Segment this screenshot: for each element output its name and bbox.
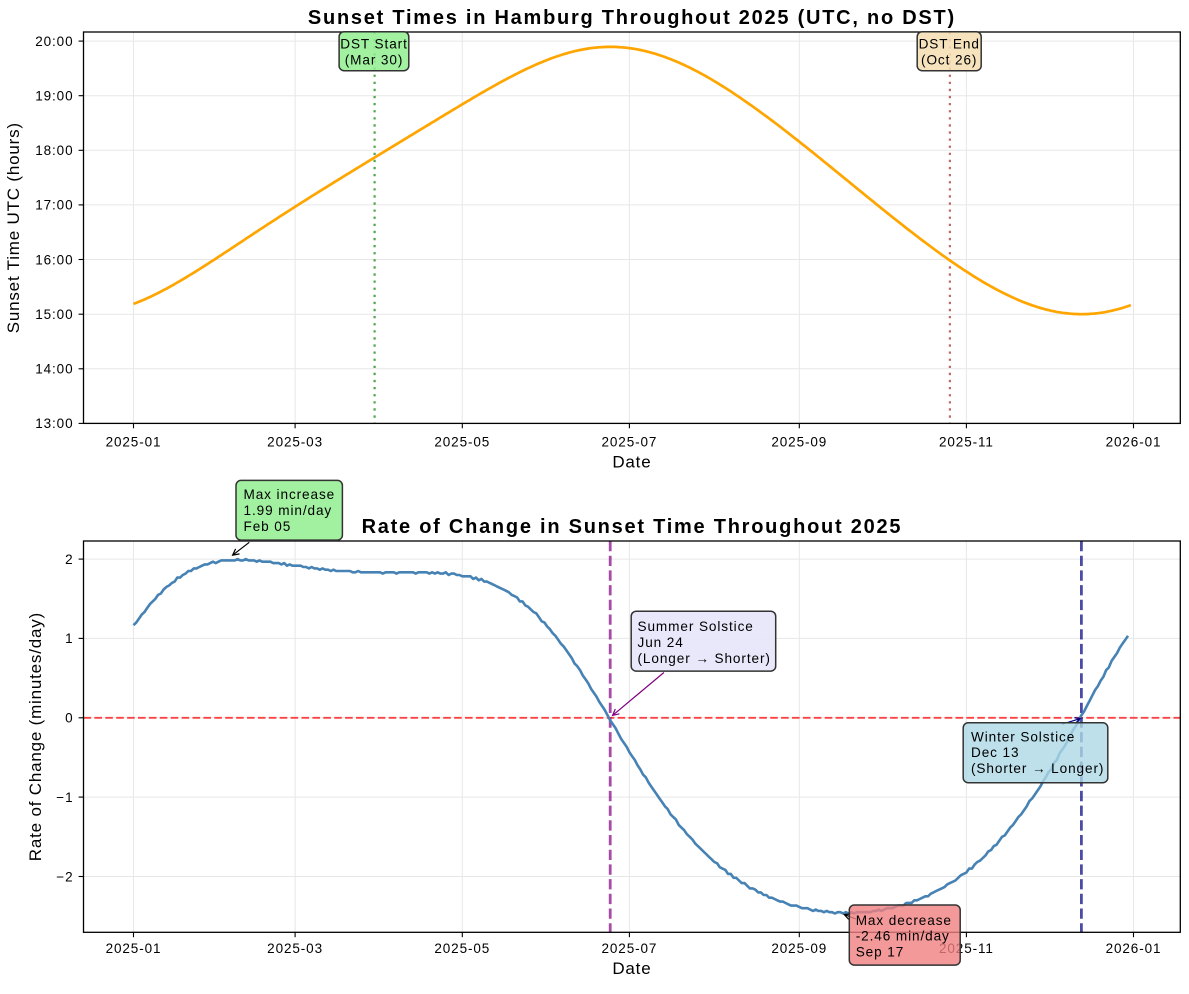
svg-text:2: 2 (65, 552, 73, 567)
svg-text:Sunset Time UTC (hours): Sunset Time UTC (hours) (4, 122, 23, 333)
svg-text:DST End: DST End (919, 36, 980, 51)
svg-text:2025-05: 2025-05 (434, 941, 490, 956)
svg-text:Max increase: Max increase (244, 487, 336, 502)
svg-text:2026-01: 2026-01 (1106, 941, 1162, 956)
svg-text:Rate of Change (minutes/day): Rate of Change (minutes/day) (26, 612, 45, 861)
svg-text:15:00: 15:00 (35, 307, 73, 322)
svg-text:−2: −2 (56, 869, 73, 884)
svg-text:Feb 05: Feb 05 (244, 519, 292, 534)
svg-text:Max decrease: Max decrease (856, 913, 952, 928)
svg-text:(Oct 26): (Oct 26) (921, 52, 977, 67)
svg-text:-2.46 min/day: -2.46 min/day (856, 929, 950, 944)
svg-text:2025-03: 2025-03 (267, 941, 323, 956)
svg-text:(Longer → Shorter): (Longer → Shorter) (638, 651, 771, 666)
svg-text:17:00: 17:00 (35, 198, 73, 213)
svg-text:0: 0 (65, 711, 73, 726)
svg-text:2025-01: 2025-01 (106, 435, 162, 450)
svg-text:2025-01: 2025-01 (106, 941, 162, 956)
svg-text:Jun 24: Jun 24 (638, 635, 684, 650)
svg-text:2025-05: 2025-05 (434, 435, 490, 450)
svg-text:2026-01: 2026-01 (1106, 435, 1162, 450)
svg-text:1: 1 (65, 631, 73, 646)
svg-text:2025-09: 2025-09 (771, 435, 827, 450)
svg-text:16:00: 16:00 (35, 252, 73, 267)
svg-text:2025-07: 2025-07 (601, 941, 657, 956)
svg-text:2025-07: 2025-07 (601, 435, 657, 450)
svg-text:1.99 min/day: 1.99 min/day (244, 503, 333, 518)
svg-text:Dec 13: Dec 13 (971, 745, 1019, 760)
svg-text:Date: Date (612, 959, 651, 978)
svg-text:DST Start: DST Start (340, 36, 408, 51)
svg-text:Sunset Times in Hamburg Throug: Sunset Times in Hamburg Throughout 2025 … (308, 7, 956, 29)
svg-text:Rate of Change in Sunset Time: Rate of Change in Sunset Time Throughout… (362, 516, 903, 538)
svg-text:13:00: 13:00 (35, 416, 73, 431)
svg-text:−1: −1 (56, 790, 73, 805)
svg-text:20:00: 20:00 (35, 34, 73, 49)
svg-text:Winter Solstice: Winter Solstice (971, 729, 1075, 744)
svg-text:(Mar 30): (Mar 30) (345, 52, 404, 67)
svg-text:18:00: 18:00 (35, 143, 73, 158)
svg-text:Date: Date (612, 453, 651, 472)
svg-text:(Shorter → Longer): (Shorter → Longer) (971, 761, 1104, 776)
svg-text:Sep 17: Sep 17 (856, 945, 905, 960)
svg-text:Summer Solstice: Summer Solstice (638, 619, 754, 634)
svg-text:19:00: 19:00 (35, 89, 73, 104)
svg-text:2025-03: 2025-03 (267, 435, 323, 450)
svg-text:2025-11: 2025-11 (939, 435, 994, 450)
svg-text:2025-09: 2025-09 (771, 941, 827, 956)
svg-text:14:00: 14:00 (35, 362, 73, 377)
